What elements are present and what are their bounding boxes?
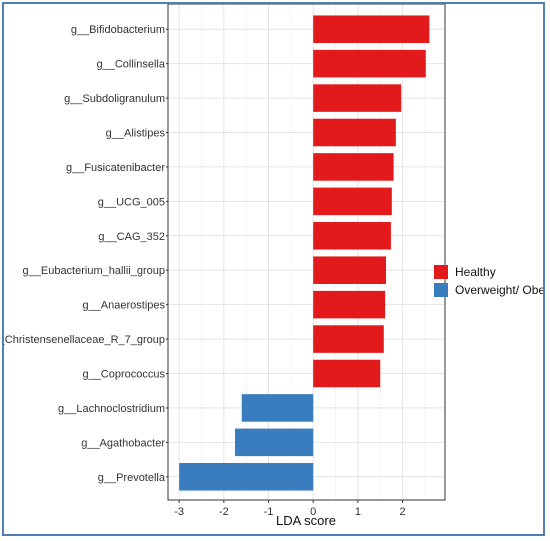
category-label: g__Lachnoclostridium — [58, 403, 165, 415]
category-label: g__Eubacterium_hallii_group — [23, 265, 165, 277]
bar-g-ucg-005 — [313, 187, 392, 216]
category-label: g__Subdoligranulum — [64, 93, 165, 105]
bar-g-cag-352 — [313, 222, 391, 250]
x-tick-label: -2 — [219, 506, 229, 518]
category-label: g__Bifidobacterium — [71, 24, 165, 36]
x-tick-label: -3 — [174, 506, 184, 518]
bar-g-coprococcus — [313, 359, 381, 388]
category-label: g__Agathobacter — [81, 437, 165, 449]
x-tick-label: -1 — [264, 506, 274, 518]
bar-g-bifidobacterium — [313, 15, 430, 43]
x-tick-label: 1 — [355, 506, 361, 518]
legend: Healthy Overweight/ Obese — [434, 265, 543, 297]
x-tick-label: 2 — [399, 506, 405, 518]
figure-frame: g__Bifidobacterium g__Collinsella g__Subdo… — [2, 2, 545, 536]
category-label: g__Alistipes — [106, 128, 166, 140]
x-axis: -3 -2 -1 0 1 2 — [174, 500, 406, 518]
x-axis-title: LDA score — [276, 513, 336, 528]
category-label: g__UCG_005 — [98, 196, 165, 208]
bar-g-agathobacter — [235, 428, 314, 457]
bar-g-anaerostipes — [313, 290, 386, 319]
legend-label: Healthy — [455, 265, 496, 279]
category-label: g__CAG_352 — [98, 231, 165, 243]
category-label: g__Collinsella — [97, 59, 166, 71]
legend-swatch — [434, 265, 448, 279]
x-tick-label: 0 — [310, 506, 316, 518]
category-labels: g__Bifidobacterium g__Collinsella g__Subdo… — [4, 24, 168, 484]
category-label: g__Coprococcus — [82, 369, 165, 381]
legend-swatch — [434, 283, 448, 297]
bar-g-fusicatenibacter — [313, 153, 394, 181]
bar-g-eubacterium-hallii-group — [313, 256, 387, 284]
category-label: g__Christensenellaceae_R_7_group — [4, 334, 165, 346]
bar-g-alistipes — [313, 118, 396, 147]
bar-g-lachnoclostridium — [241, 394, 314, 422]
bar-g-prevotella — [179, 463, 314, 491]
legend-label: Overweight/ Obese — [455, 283, 543, 297]
bars — [179, 15, 430, 491]
category-label: g__Fusicatenibacter — [66, 162, 165, 174]
bar-g-collinsella — [313, 49, 426, 78]
bar-g-christensenellaceae-r-7-group — [313, 325, 384, 353]
category-label: g__Prevotella — [98, 472, 166, 484]
plot-panel — [167, 4, 446, 501]
category-label: g__Anaerostipes — [82, 300, 165, 312]
lda-bar-chart: g__Bifidobacterium g__Collinsella g__Subdo… — [4, 4, 543, 528]
bar-g-subdoligranulum — [313, 84, 402, 112]
